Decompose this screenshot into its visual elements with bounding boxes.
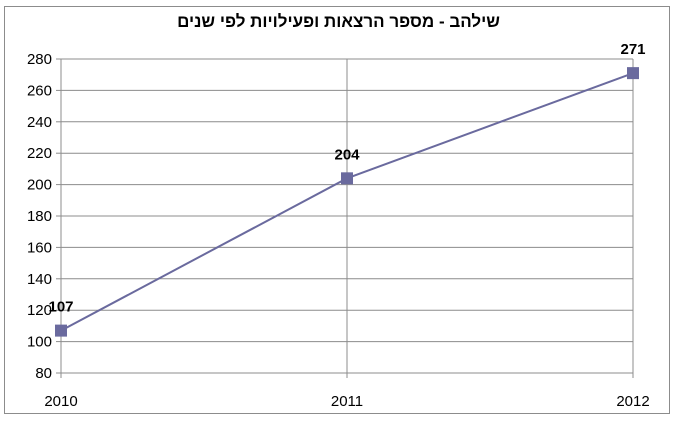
y-tick-label: 120 <box>27 302 52 319</box>
x-tick-label: 2012 <box>616 393 649 410</box>
y-tick-label: 220 <box>27 145 52 162</box>
data-labels: 107 204 271 <box>48 41 645 315</box>
y-tick-label: 100 <box>27 334 52 351</box>
chart-title: שילהב - מספר הרצאות ופעילויות לפי שנים <box>177 12 500 31</box>
y-tick-label: 280 <box>27 51 52 68</box>
x-tick-label: 2010 <box>44 393 77 410</box>
data-label: 271 <box>620 41 645 58</box>
y-tick-label: 140 <box>27 271 52 288</box>
y-tick-label: 260 <box>27 82 52 99</box>
gridlines <box>60 58 634 374</box>
x-tick-label: 2011 <box>331 393 363 410</box>
data-label: 107 <box>48 299 73 316</box>
y-tick-label: 200 <box>27 177 52 194</box>
data-label: 204 <box>334 146 360 163</box>
data-point-marker <box>55 324 67 337</box>
x-tick-labels: 2010 2011 2012 <box>44 393 649 410</box>
axes <box>56 58 634 378</box>
y-tick-label: 160 <box>27 239 52 256</box>
series <box>55 67 639 337</box>
data-point-marker <box>341 172 353 185</box>
y-tick-labels: 80 100 120 140 160 180 200 220 240 260 280 <box>27 51 52 382</box>
chart-frame <box>4 6 670 414</box>
y-tick-label: 180 <box>27 208 52 225</box>
y-tick-label: 80 <box>35 365 52 382</box>
y-tick-label: 240 <box>27 114 52 131</box>
data-point-marker <box>627 67 639 80</box>
